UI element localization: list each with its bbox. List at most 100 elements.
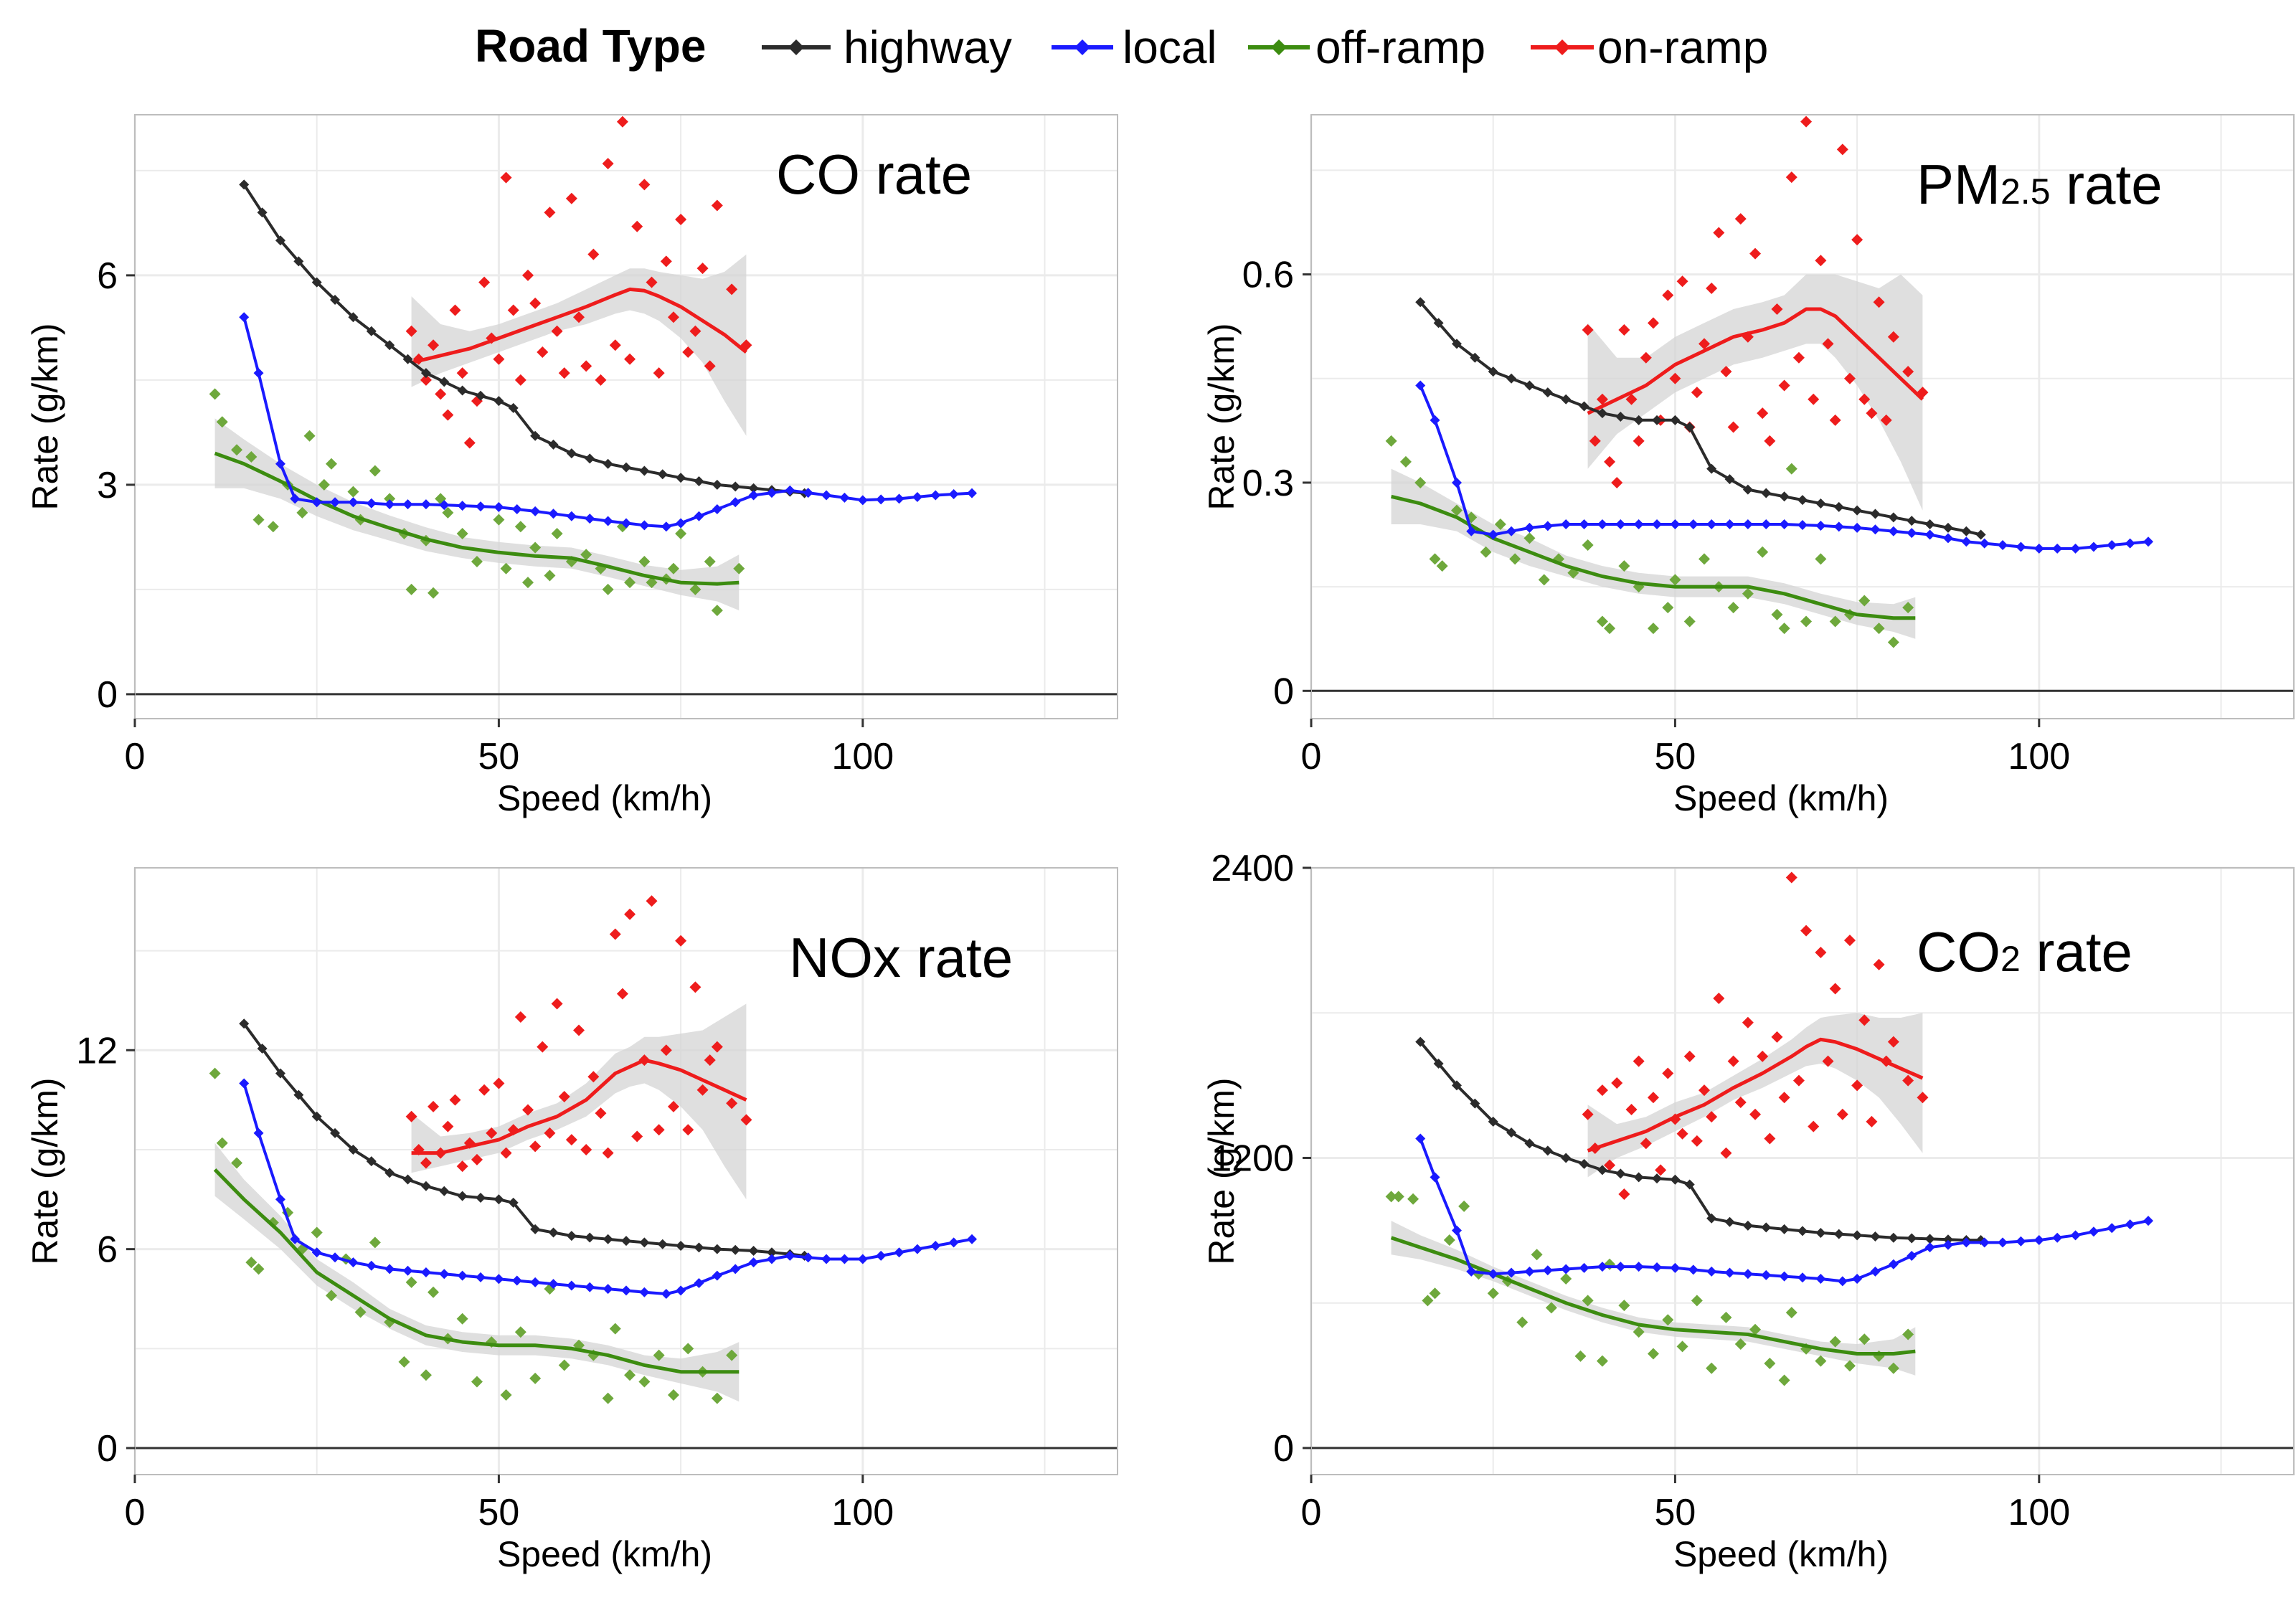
marker-local xyxy=(1724,519,1735,530)
marker-highway xyxy=(1652,415,1663,425)
marker-local xyxy=(857,1254,868,1264)
marker-local xyxy=(530,506,541,516)
marker-local xyxy=(876,1250,887,1261)
point-on-ramp xyxy=(405,1110,417,1122)
marker-highway xyxy=(1797,495,1808,506)
marker-local xyxy=(712,1270,722,1281)
smooth-line-off-ramp xyxy=(1390,1236,1916,1356)
marker-local xyxy=(1888,526,1899,536)
marker-highway xyxy=(1924,519,1935,530)
y-tick-label: 2400 xyxy=(1211,848,1294,889)
marker-highway xyxy=(402,354,413,364)
point-off-ramp xyxy=(405,1276,417,1288)
marker-highway xyxy=(1706,463,1717,474)
marker-local xyxy=(2033,1235,2044,1246)
marker-highway xyxy=(420,1181,431,1191)
marker-highway xyxy=(1684,422,1695,432)
point-on-ramp xyxy=(442,409,454,421)
point-off-ramp xyxy=(1669,574,1681,586)
marker-local xyxy=(748,490,759,501)
marker-local xyxy=(839,492,850,503)
point-off-ramp xyxy=(529,541,542,554)
marker-local xyxy=(1466,526,1477,536)
point-off-ramp xyxy=(231,444,243,456)
point-off-ramp xyxy=(1487,1287,1499,1300)
marker-highway xyxy=(566,448,577,459)
point-off-ramp xyxy=(1902,1328,1914,1340)
point-on-ramp xyxy=(1764,1132,1776,1145)
marker-local xyxy=(2070,543,2081,554)
marker-highway xyxy=(476,1192,486,1203)
marker-local xyxy=(621,518,631,529)
marker-highway xyxy=(1975,529,1986,540)
point-off-ramp xyxy=(602,583,614,595)
marker-local xyxy=(420,1267,431,1277)
legend-item-off-ramp: off-ramp xyxy=(1248,22,1485,73)
marker-highway xyxy=(257,1043,268,1054)
marker-local xyxy=(1979,1237,1990,1248)
marker-local xyxy=(661,521,671,532)
point-off-ramp xyxy=(1647,1348,1659,1360)
marker-highway xyxy=(1542,1145,1553,1156)
marker-local xyxy=(1688,519,1699,530)
confidence-band-off-ramp xyxy=(1391,468,1916,639)
point-on-ramp xyxy=(711,199,723,212)
marker-local xyxy=(621,1285,631,1296)
point-off-ramp xyxy=(1778,1374,1790,1386)
x-tick-label: 100 xyxy=(2008,736,2070,777)
marker-highway xyxy=(1761,1222,1772,1233)
point-on-ramp xyxy=(1596,1084,1608,1097)
smooth-line-off-ramp xyxy=(214,451,740,586)
point-off-ramp xyxy=(1436,560,1448,572)
x-tick-label: 100 xyxy=(831,1492,894,1533)
panel-border xyxy=(134,114,1118,719)
point-on-ramp xyxy=(1625,393,1638,405)
y-tick-label: 3 xyxy=(97,465,118,506)
marker-local xyxy=(493,1274,504,1285)
point-on-ramp xyxy=(660,255,672,268)
point-on-ramp xyxy=(1815,946,1827,958)
point-off-ramp xyxy=(1422,1295,1434,1307)
marker-highway xyxy=(1615,1168,1626,1179)
point-on-ramp xyxy=(514,374,526,386)
marker-highway xyxy=(1888,512,1899,523)
point-on-ramp xyxy=(1866,1115,1878,1127)
panel-title-pm25-main: PM xyxy=(1917,153,2000,216)
point-on-ramp xyxy=(471,1153,483,1165)
confidence-band-on-ramp xyxy=(1587,1013,1923,1178)
marker-local xyxy=(420,499,431,510)
point-on-ramp xyxy=(493,1077,505,1089)
marker-local xyxy=(1779,519,1790,530)
marker-local xyxy=(457,1270,468,1281)
marker-local xyxy=(661,1289,671,1300)
marker-local xyxy=(930,1241,941,1252)
point-on-ramp xyxy=(1611,1077,1623,1089)
marker-local xyxy=(1942,533,1953,544)
marker-local xyxy=(785,1250,795,1261)
point-on-ramp xyxy=(1822,1055,1834,1067)
marker-local xyxy=(1870,524,1881,535)
legend-title: Road Type xyxy=(475,20,706,72)
marker-highway xyxy=(366,1156,377,1167)
marker-local xyxy=(1430,1172,1440,1183)
marker-local xyxy=(2107,1223,2117,1234)
marker-highway xyxy=(1597,1165,1607,1176)
marker-local xyxy=(439,1269,450,1280)
marker-local xyxy=(290,1234,301,1244)
marker-local xyxy=(766,1254,777,1264)
smooth-line-off-ramp xyxy=(213,1168,740,1374)
marker-highway xyxy=(1706,1213,1717,1224)
marker-local xyxy=(384,1264,395,1274)
point-on-ramp xyxy=(1596,393,1608,405)
marker-highway xyxy=(730,1244,741,1255)
point-off-ramp xyxy=(405,583,417,595)
panel-title-co2: CO2 rate xyxy=(1917,920,2132,983)
point-on-ramp xyxy=(1829,983,1841,995)
x-tick-label: 0 xyxy=(125,1492,146,1533)
point-on-ramp xyxy=(493,353,505,365)
marker-highway xyxy=(730,481,741,492)
point-off-ramp xyxy=(638,1376,651,1388)
point-off-ramp xyxy=(551,528,563,540)
point-on-ramp xyxy=(704,360,716,372)
marker-local xyxy=(1797,519,1808,530)
